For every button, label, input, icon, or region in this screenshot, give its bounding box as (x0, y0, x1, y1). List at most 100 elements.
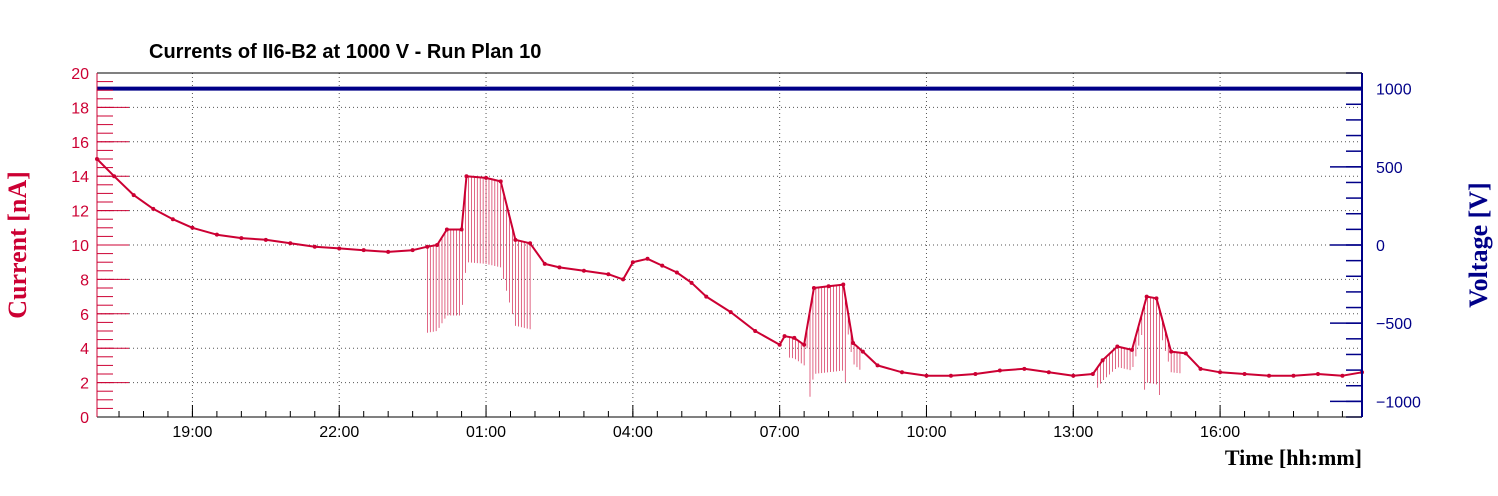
y-right-tick-label: 0 (1376, 238, 1385, 255)
current-point (1315, 372, 1320, 376)
x-tick-label: 19:00 (172, 424, 212, 441)
current-point (444, 227, 449, 232)
current-point (425, 244, 430, 249)
current-point (728, 310, 733, 315)
y-left-tick-label: 4 (80, 341, 89, 358)
current-point (1340, 373, 1345, 378)
current-point (645, 256, 650, 261)
current-point (1154, 296, 1159, 301)
y-left-axis-title: Current [nA] (3, 171, 32, 319)
current-point (621, 277, 626, 282)
series-layer (95, 86, 1364, 378)
current-spikes-layer (427, 176, 1181, 397)
y-right-tick-label: −1000 (1376, 394, 1421, 411)
current-point (860, 349, 865, 354)
current-point (811, 286, 816, 290)
x-tick-label: 07:00 (760, 424, 800, 441)
y-left-tick-label: 20 (71, 66, 89, 83)
chart-title: Currents of II6-B2 at 1000 V - Run Plan … (149, 41, 541, 63)
current-point (1169, 349, 1174, 354)
current-point (674, 270, 679, 275)
current-point (170, 217, 175, 222)
current-point (557, 265, 562, 270)
current-point (1115, 344, 1120, 349)
current-point (782, 334, 787, 339)
y-left-tick-label: 8 (80, 272, 89, 289)
y-left-tick-label: 18 (71, 100, 89, 117)
x-tick-label: 01:00 (466, 424, 506, 441)
y-left-tick-label: 12 (71, 204, 89, 221)
current-point (1022, 366, 1027, 371)
current-point (151, 206, 156, 211)
current-point (288, 241, 293, 246)
current-point (826, 284, 831, 289)
current-point (214, 232, 219, 237)
current-point (528, 241, 533, 246)
label-layer: 19:00 22:00 01:00 04:00 07:00 10:00 13:00 16:00… (71, 66, 1421, 441)
current-point (1291, 373, 1296, 378)
axis-layer (96, 72, 1363, 418)
current-point (1100, 358, 1105, 363)
current-point (630, 260, 635, 265)
current-point (239, 236, 244, 241)
current-point (924, 373, 929, 378)
current-point (190, 225, 195, 230)
current-point (513, 237, 518, 242)
current-point (802, 342, 807, 347)
current-point (542, 261, 547, 266)
current-point (1130, 347, 1134, 352)
current-point (337, 246, 342, 251)
current-point (777, 342, 782, 347)
x-tick-label: 22:00 (319, 424, 359, 441)
current-point (361, 248, 366, 253)
x-tick-label: 16:00 (1200, 424, 1240, 441)
current-point (660, 263, 665, 268)
current-point (1242, 372, 1247, 376)
current-point (1267, 373, 1272, 378)
current-point (1046, 370, 1051, 375)
current-point (841, 282, 846, 287)
current-point (1071, 373, 1076, 378)
current-point (1218, 370, 1223, 375)
current-point (263, 237, 268, 242)
x-axis-title: Time [hh:mm] (1225, 445, 1362, 470)
current-point (792, 335, 797, 340)
x-tick-label: 04:00 (613, 424, 653, 441)
current-point (312, 244, 317, 249)
current-point (997, 368, 1002, 373)
current-point (459, 227, 464, 232)
current-point (1144, 294, 1149, 299)
y-left-tick-label: 14 (71, 169, 89, 186)
current-point (484, 175, 489, 180)
x-tick-label: 10:00 (906, 424, 946, 441)
current-point (581, 268, 586, 273)
x-tick-label: 13:00 (1053, 424, 1093, 441)
y-right-tick-label: −500 (1376, 316, 1412, 333)
current-point (498, 179, 503, 184)
current-point (410, 248, 415, 253)
current-point (1198, 366, 1203, 371)
current-point (386, 249, 391, 254)
y-left-tick-label: 2 (80, 376, 89, 393)
current-point (851, 341, 856, 346)
current-point (900, 370, 904, 375)
current-point (875, 363, 880, 368)
current-point (689, 280, 694, 285)
current-point (464, 174, 469, 179)
current-point (1183, 351, 1188, 356)
y-right-axis-title: Voltage [V] (1464, 182, 1493, 307)
current-point (606, 272, 611, 277)
y-right-tick-label: 500 (1376, 160, 1403, 177)
current-point (435, 243, 440, 247)
y-left-tick-label: 6 (80, 307, 89, 324)
current-point (753, 329, 758, 333)
current-point (131, 193, 136, 198)
current-point (973, 372, 978, 376)
current-point (704, 294, 709, 299)
y-left-tick-label: 16 (71, 135, 89, 152)
current-point (948, 373, 953, 378)
y-left-tick-label: 0 (80, 410, 89, 427)
y-left-tick-label: 10 (71, 238, 89, 255)
